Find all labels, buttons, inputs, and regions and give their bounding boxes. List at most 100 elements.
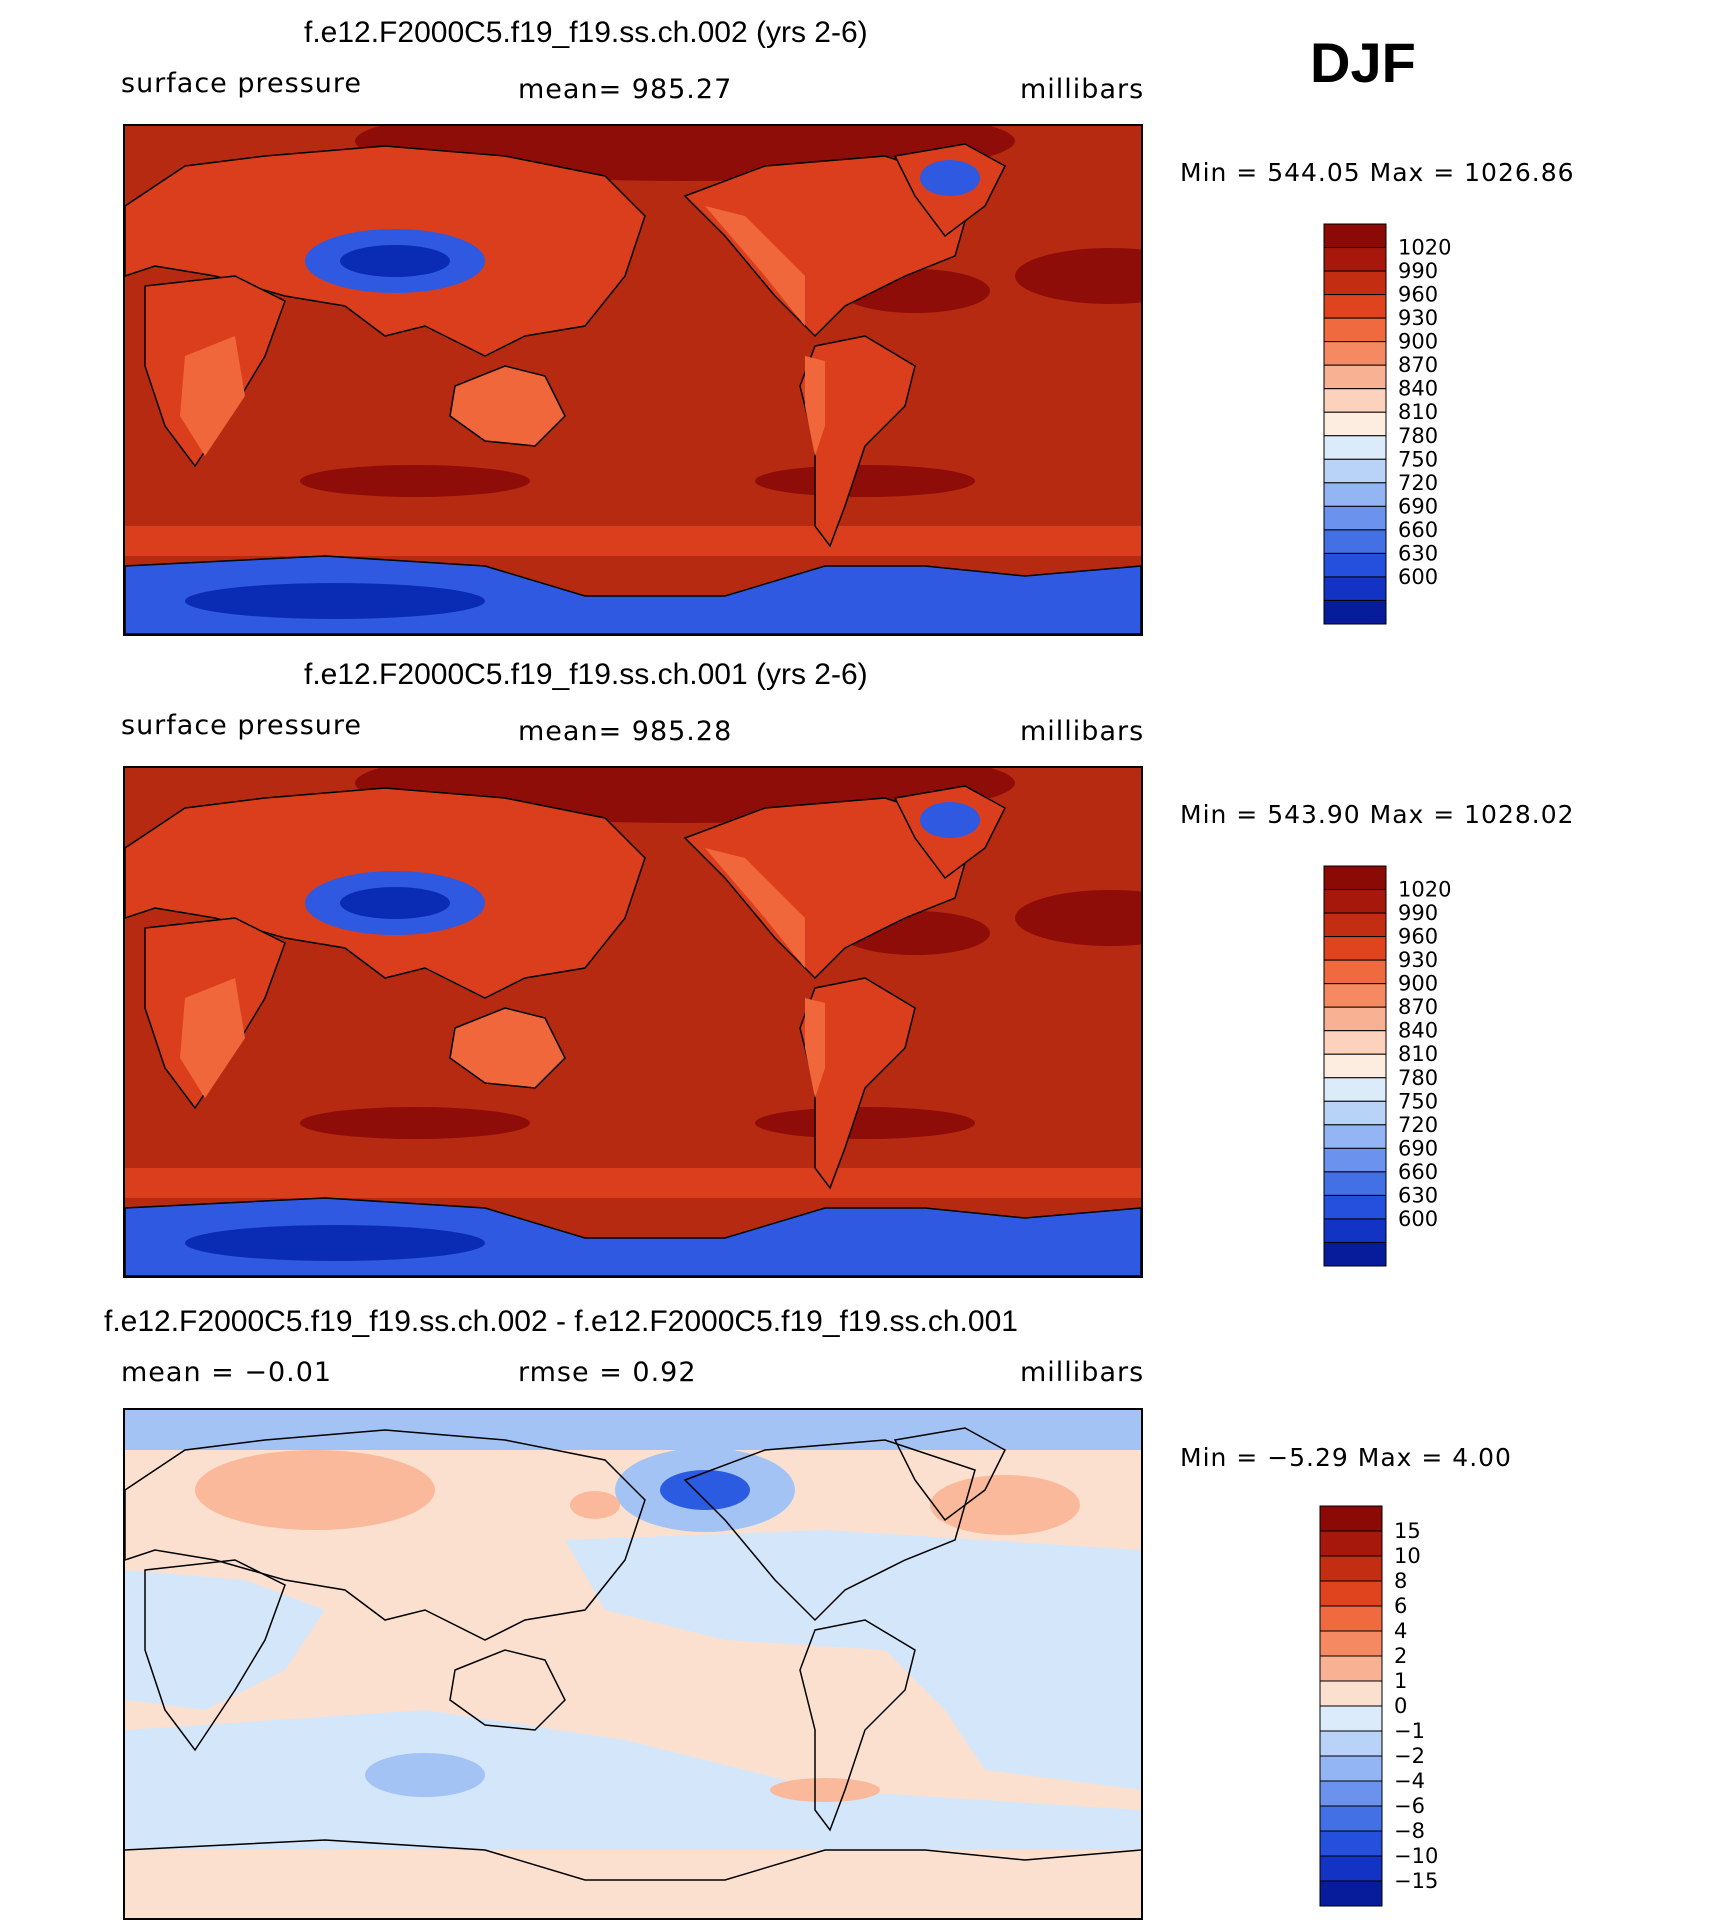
colorbar-segment xyxy=(1319,1855,1383,1882)
panel3-rmse-label: rmse = 0.92 xyxy=(518,1357,697,1388)
colorbar-tick-label: 2 xyxy=(1394,1644,1407,1668)
tibet-plateau-core xyxy=(340,887,450,919)
colorbar-segment xyxy=(1323,1053,1387,1079)
australia-coastline xyxy=(449,1649,566,1731)
colorbar-tick-label: 810 xyxy=(1398,1042,1438,1066)
colorbar-tick-label: 720 xyxy=(1398,471,1438,495)
colorbar-tick-label: 990 xyxy=(1398,259,1438,283)
australia-landmass xyxy=(449,1007,566,1089)
colorbar-segment xyxy=(1323,1147,1387,1173)
colorbar-segment xyxy=(1323,270,1387,296)
colorbar-segment xyxy=(1319,1555,1383,1582)
colorbar-tick-label: −15 xyxy=(1394,1869,1438,1893)
season-label: DJF xyxy=(1310,31,1416,94)
colorbar-tick-label: 600 xyxy=(1398,565,1438,589)
rockies-highlands xyxy=(705,206,805,326)
colorbar-segment xyxy=(1323,364,1387,390)
panel1-title: f.e12.F2000C5.f19_f19.ss.ch.002 (yrs 2-6… xyxy=(304,16,868,49)
colorbar-tick-label: 870 xyxy=(1398,353,1438,377)
negative-region xyxy=(125,1570,325,1710)
coastlines xyxy=(125,1427,1141,1881)
panel3-map-svg xyxy=(125,1410,1141,1918)
southern-negative-band xyxy=(125,1710,1141,1850)
panel3-title: f.e12.F2000C5.f19_f19.ss.ch.002 - f.e12.… xyxy=(104,1305,1018,1338)
panel1-colorbar-svg: 1020990960930900870840810780750720690660… xyxy=(1323,223,1451,625)
colorbar-tick-label: 10 xyxy=(1394,1544,1421,1568)
andes-highlands xyxy=(805,356,825,456)
panel3-map xyxy=(123,1408,1143,1920)
colorbar-segment xyxy=(1323,529,1387,554)
colorbar-segment xyxy=(1323,599,1387,625)
colorbar-tick-label: 1020 xyxy=(1398,878,1451,902)
colorbar-segment xyxy=(1323,482,1387,507)
panel1-colorbar: 1020 990 960 930 900 870 840 810 780 750 720 690 660… xyxy=(1323,223,1463,628)
colorbar-segment xyxy=(1319,1630,1383,1657)
colorbar-tick-label: 15 xyxy=(1394,1519,1421,1543)
colorbar-tick-label: 0 xyxy=(1394,1694,1407,1718)
colorbar-segment xyxy=(1323,247,1387,272)
colorbar-tick-label: 660 xyxy=(1398,1160,1438,1184)
antarctica-coastline xyxy=(125,1839,1141,1881)
colorbar-tick-label: 840 xyxy=(1398,377,1438,401)
panel3-minmax: Min = −5.29 Max = 4.00 xyxy=(1180,1443,1512,1472)
colorbar-segment xyxy=(1323,1077,1387,1102)
greenland-ice xyxy=(920,160,980,196)
colorbar-segment xyxy=(1323,317,1387,343)
colorbar-segment xyxy=(1323,1006,1387,1032)
colorbar-segment xyxy=(1319,1805,1383,1832)
colorbar-tick-label: 750 xyxy=(1398,1089,1438,1113)
colorbar-tick-label: −1 xyxy=(1394,1719,1425,1743)
colorbar-segment xyxy=(1323,1194,1387,1220)
colorbar-tick-label: 660 xyxy=(1398,518,1438,542)
panel1-minmax: Min = 544.05 Max = 1026.86 xyxy=(1180,158,1575,187)
colorbar-segment xyxy=(1323,983,1387,1008)
panel2-mean-label: mean= 985.28 xyxy=(518,716,733,747)
greenland-coastline xyxy=(893,1427,1006,1522)
colorbar-segment xyxy=(1323,341,1387,366)
colorbar-segment xyxy=(1319,1680,1383,1707)
panel3-units-label: millibars xyxy=(1020,1357,1145,1388)
panel2-units-label: millibars xyxy=(1020,716,1145,747)
colorbar-segment xyxy=(1319,1605,1383,1632)
colorbar-tick-label: 780 xyxy=(1398,424,1438,448)
negative-anomaly-core xyxy=(660,1470,750,1510)
positive-anomaly xyxy=(930,1475,1080,1535)
colorbar-segment xyxy=(1323,435,1387,460)
antarctica-core xyxy=(185,1225,485,1261)
subtropical-high xyxy=(755,1107,975,1139)
panel1-map-svg xyxy=(125,126,1141,634)
africa-highlands xyxy=(180,978,245,1098)
colorbar-tick-label: 930 xyxy=(1398,306,1438,330)
colorbar-segment xyxy=(1323,865,1387,891)
colorbar-tick-label: −6 xyxy=(1394,1794,1425,1818)
colorbar-tick-label: 690 xyxy=(1398,1136,1438,1160)
colorbar-segment xyxy=(1323,959,1387,985)
panel2-colorbar-svg: 1020990960930900870840810780750720690660… xyxy=(1323,865,1451,1267)
colorbar-segment xyxy=(1323,1241,1387,1267)
panel1-mean-label: mean= 985.27 xyxy=(518,74,733,105)
colorbar-segment xyxy=(1323,936,1387,961)
panel3-mean-label: mean = −0.01 xyxy=(121,1357,333,1388)
subtropical-high xyxy=(755,465,975,497)
colorbar-segment xyxy=(1323,1124,1387,1149)
subtropical-high xyxy=(1015,890,1141,946)
colorbar-tick-label: 960 xyxy=(1398,283,1438,307)
colorbar-segment xyxy=(1323,1030,1387,1055)
colorbar-segment xyxy=(1319,1530,1383,1557)
colorbar-segment xyxy=(1323,223,1387,249)
subtropical-high xyxy=(1015,248,1141,304)
panel2-map-svg xyxy=(125,768,1141,1276)
colorbar-segment xyxy=(1319,1880,1383,1907)
colorbar-tick-label: 630 xyxy=(1398,1183,1438,1207)
colorbar-segment xyxy=(1323,576,1387,601)
panel2-colorbar: 1020 990 960 930 900 870 840 810 780 750 720 690 660… xyxy=(1323,865,1463,1270)
negative-anomaly xyxy=(365,1753,485,1797)
colorbar-segment xyxy=(1319,1655,1383,1682)
panel1-units-label: millibars xyxy=(1020,74,1145,105)
tibet-plateau-core xyxy=(340,245,450,277)
colorbar-tick-label: −4 xyxy=(1394,1769,1425,1793)
colorbar-tick-label: 840 xyxy=(1398,1019,1438,1043)
colorbar-segment xyxy=(1323,388,1387,413)
colorbar-tick-label: 8 xyxy=(1394,1569,1407,1593)
